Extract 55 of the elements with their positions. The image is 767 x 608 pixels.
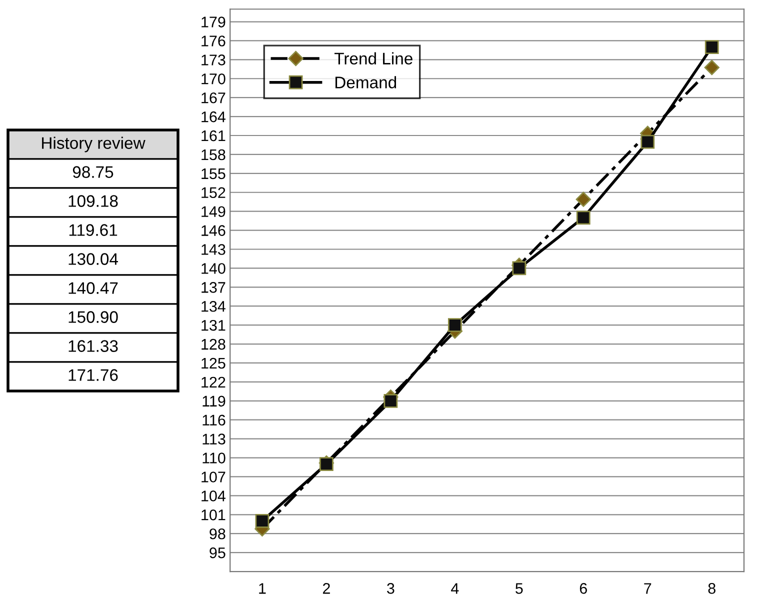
- point: [640, 134, 655, 149]
- y-tick-label: 179: [202, 16, 226, 28]
- y-tick-label: 110: [202, 452, 226, 464]
- y-tick-label: 152: [202, 187, 226, 198]
- y-tick-label: 137: [202, 282, 226, 293]
- y-tick-label: 176: [202, 36, 226, 46]
- point: [255, 514, 270, 528]
- point: [576, 210, 590, 225]
- legend-label: Trend Line: [334, 52, 412, 64]
- y-tick-label: 122: [202, 376, 226, 388]
- y-tick-label: 167: [202, 92, 226, 104]
- legend-label: Demand: [335, 76, 396, 88]
- x-tick-label: 2: [322, 583, 330, 594]
- text: 130.04: [68, 253, 118, 265]
- y-tick-label: 149: [202, 206, 226, 218]
- y-tick-label: 95: [210, 547, 226, 558]
- x-tick-label: 7: [644, 583, 652, 594]
- text: 109.18: [68, 195, 118, 207]
- text: History review: [42, 136, 146, 152]
- y-tick-label: 134: [202, 300, 226, 312]
- point: [448, 318, 462, 332]
- x-tick-label: 8: [708, 583, 716, 594]
- x-tick-label: 1: [259, 583, 266, 594]
- y-tick-label: 164: [202, 111, 226, 122]
- point: [384, 394, 398, 408]
- y-tick-label: 101: [202, 510, 226, 520]
- point: [704, 40, 719, 54]
- y-tick-label: 113: [202, 434, 226, 445]
- y-tick-label: 131: [202, 320, 226, 331]
- x-tick-label: 5: [516, 583, 523, 594]
- y-tick-label: 143: [202, 244, 226, 255]
- text: 161.33: [68, 340, 118, 352]
- text: 140.47: [68, 282, 118, 294]
- point: [512, 261, 526, 276]
- y-tick-label: 161: [202, 130, 226, 142]
- y-tick-label: 170: [202, 74, 226, 84]
- y-tick-label: 173: [202, 54, 226, 66]
- y-tick-label: 155: [202, 168, 226, 180]
- y-tick-label: 104: [202, 490, 226, 502]
- x-tick-label: 4: [451, 583, 459, 594]
- y-tick-label: 107: [202, 472, 226, 482]
- y-tick-label: 140: [202, 263, 226, 274]
- text: 98.75: [72, 166, 114, 178]
- y-tick-label: 125: [202, 358, 226, 369]
- x-tick-label: 3: [387, 583, 394, 594]
- y-tick-label: 116: [202, 414, 226, 426]
- y-tick-label: 128: [202, 338, 226, 350]
- text: 150.90: [68, 311, 118, 323]
- text: 119.61: [69, 224, 118, 236]
- y-tick-label: 158: [202, 149, 226, 160]
- y-tick-label: 98: [210, 528, 226, 540]
- y-tick-label: 146: [202, 225, 226, 236]
- y-tick-label: 119: [202, 396, 226, 407]
- x-tick-label: 6: [580, 583, 587, 594]
- text: 171.76: [68, 369, 118, 381]
